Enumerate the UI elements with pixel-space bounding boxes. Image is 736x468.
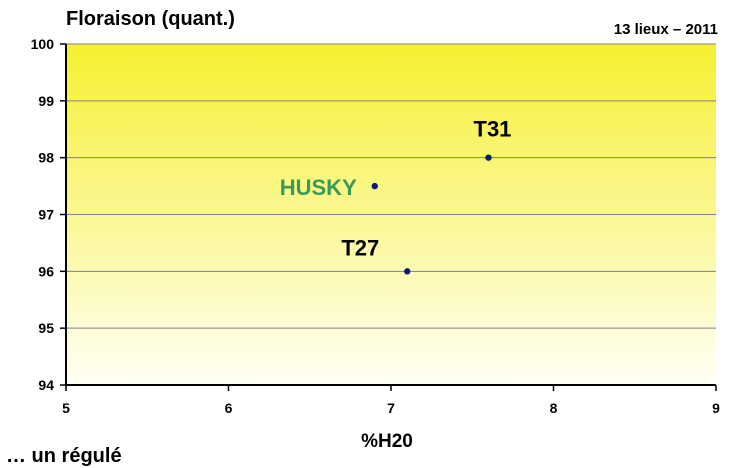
y-tick-label-97: 97 xyxy=(38,207,54,223)
data-point-t27 xyxy=(404,268,411,275)
chart-title: Floraison (quant.) xyxy=(66,8,235,30)
y-tick-label-96: 96 xyxy=(38,263,54,279)
data-point-t31 xyxy=(485,154,492,161)
footer-text: … un régulé xyxy=(6,445,122,467)
x-axis-label: %H20 xyxy=(361,431,413,452)
y-tick-label-98: 98 xyxy=(38,150,54,166)
y-tick-label-95: 95 xyxy=(38,320,54,336)
x-tick-label-7: 7 xyxy=(387,400,395,416)
point-label-t27: T27 xyxy=(341,235,379,260)
data-point-husky xyxy=(371,182,378,190)
point-label-husky: HUSKY xyxy=(280,175,357,200)
x-tick-label-6: 6 xyxy=(225,400,233,416)
x-tick-label-8: 8 xyxy=(550,400,558,416)
x-tick-label-5: 5 xyxy=(62,400,70,416)
y-tick-label-94: 94 xyxy=(38,377,54,393)
y-tick-label-100: 100 xyxy=(31,36,55,52)
y-tick-label-99: 99 xyxy=(38,93,54,109)
point-label-t31: T31 xyxy=(474,117,512,142)
x-tick-label-9: 9 xyxy=(712,400,720,416)
chart-subtitle: 13 lieux – 2011 xyxy=(613,21,718,38)
